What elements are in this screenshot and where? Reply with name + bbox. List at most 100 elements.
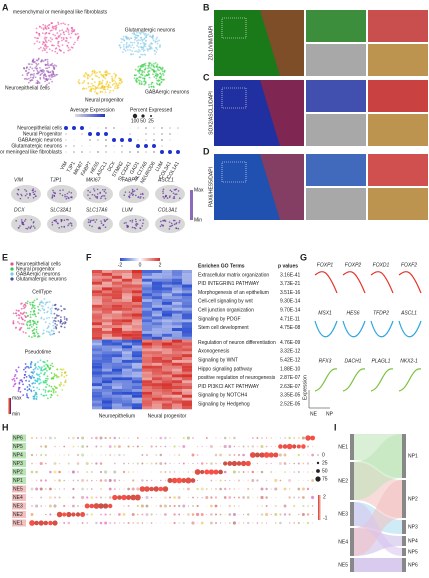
dot (206, 505, 208, 507)
heat-cell (172, 287, 182, 291)
umap-point (150, 83, 153, 86)
umap-point (40, 316, 43, 319)
heat-cell (132, 388, 142, 392)
dot (99, 496, 103, 499)
dot (39, 461, 43, 466)
dot (261, 522, 263, 524)
dot (265, 437, 268, 439)
umap-point (133, 33, 136, 35)
umap-point (28, 324, 31, 327)
heat-cell (92, 278, 102, 282)
umap-point (44, 380, 47, 383)
dot (301, 436, 305, 440)
heat-cell (132, 322, 142, 326)
umap-point (26, 74, 29, 77)
dot (118, 488, 120, 490)
umap-point (142, 32, 145, 35)
umap-point (35, 326, 38, 329)
heat-cell (132, 319, 142, 323)
umap-point (35, 67, 38, 70)
heat-cell (152, 333, 162, 337)
umap-point (38, 26, 41, 28)
dot (84, 503, 90, 509)
dot (77, 488, 79, 490)
feature-point (64, 193, 66, 196)
umap-point (78, 79, 81, 81)
heat-cell (122, 322, 132, 326)
heat-cell (102, 272, 112, 276)
dot (215, 480, 217, 481)
dot (59, 522, 61, 524)
dot (136, 144, 140, 148)
feature-point (165, 194, 167, 197)
umap-point (45, 301, 48, 304)
p-value: 3.51E-16 (280, 290, 301, 296)
umap-point (91, 72, 94, 75)
umap-point (151, 81, 153, 84)
dot (120, 144, 124, 148)
umap-point (54, 391, 57, 393)
umap-point (55, 74, 57, 76)
umap-point (24, 363, 27, 365)
umap-point (19, 327, 22, 330)
umap-point (49, 29, 52, 32)
dot (159, 462, 163, 465)
umap-point (138, 81, 141, 84)
umap-point (48, 316, 51, 319)
gene-label: SLC32A1 (50, 207, 72, 213)
umap-point (60, 305, 62, 308)
umap-point (87, 82, 90, 84)
heat-cell (152, 304, 162, 308)
feature-umap (47, 185, 77, 203)
umap-point (111, 83, 114, 86)
heat-cell (152, 296, 162, 300)
umap-point (54, 27, 57, 30)
umap-point (46, 369, 48, 372)
dot (98, 503, 104, 509)
dot (90, 513, 93, 516)
umap-point (47, 326, 50, 329)
umap-point (29, 310, 32, 313)
dot (311, 479, 314, 482)
umap-point (139, 64, 142, 67)
micrograph-overlay (260, 80, 304, 146)
dot (297, 487, 301, 491)
umap-point (43, 309, 45, 311)
heat-cell (162, 362, 172, 366)
dot (45, 505, 47, 507)
feature-point (21, 221, 23, 223)
umap-point (40, 369, 42, 372)
umap-point (28, 376, 31, 378)
umap-point (59, 316, 62, 319)
umap-point (37, 332, 39, 335)
feature-point (169, 225, 171, 228)
dot (215, 462, 217, 465)
heat-cell (112, 359, 122, 363)
umap-point (147, 48, 150, 51)
umap-point (142, 39, 144, 41)
heat-cell (102, 330, 112, 334)
umap-point (113, 79, 116, 82)
dot (236, 461, 242, 466)
umap-point (23, 376, 26, 379)
heat-cell (162, 278, 172, 282)
umap-point (17, 314, 20, 316)
umap-point (46, 62, 49, 65)
feature-point (142, 219, 145, 221)
col-label: LUM (154, 161, 164, 173)
color-scale (8, 398, 11, 414)
dot (153, 486, 159, 492)
heat-cell (142, 342, 152, 346)
umap-point (30, 307, 33, 310)
dot (72, 496, 75, 499)
umap-point (45, 381, 47, 384)
dot (59, 446, 60, 447)
dot (182, 437, 185, 439)
umap-point (81, 88, 84, 90)
size-key (315, 476, 321, 482)
dot (273, 452, 279, 458)
heat-cell (92, 293, 102, 297)
heat-cell (142, 377, 152, 381)
feature-point (175, 222, 178, 224)
node-label: NE4 (338, 539, 348, 545)
